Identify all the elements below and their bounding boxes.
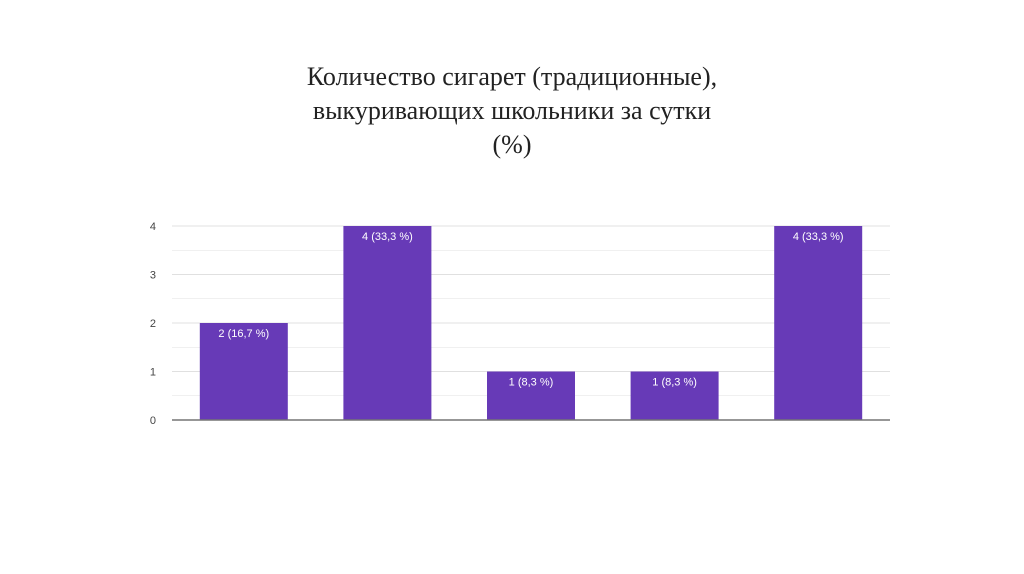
bar-data-label: 1 (8,3 %) xyxy=(652,377,697,389)
bar-data-label: 2 (16,7 %) xyxy=(218,328,269,340)
bar-data-label: 4 (33,3 %) xyxy=(362,231,413,243)
bar xyxy=(199,323,288,420)
bar-data-label: 4 (33,3 %) xyxy=(793,231,844,243)
chart-title-line-3: (%) xyxy=(492,130,532,159)
y-tick-label: 3 xyxy=(150,270,156,282)
chart-title-line-1: Количество сигарет (традиционные), xyxy=(306,62,718,91)
bar xyxy=(774,226,863,420)
chart-title-line-2: выкуривающих школьники за сутки xyxy=(312,96,712,125)
y-tick-label: 4 xyxy=(150,221,156,233)
bar xyxy=(343,226,432,420)
y-tick-label: 0 xyxy=(150,415,156,427)
bar xyxy=(487,371,575,420)
chart-title: Количество сигарет (традиционные), выкур… xyxy=(212,60,812,162)
y-tick-label: 1 xyxy=(150,367,156,379)
bar xyxy=(630,371,719,420)
y-tick-label: 2 xyxy=(150,318,156,330)
bar-data-label: 1 (8,3 %) xyxy=(509,377,554,389)
